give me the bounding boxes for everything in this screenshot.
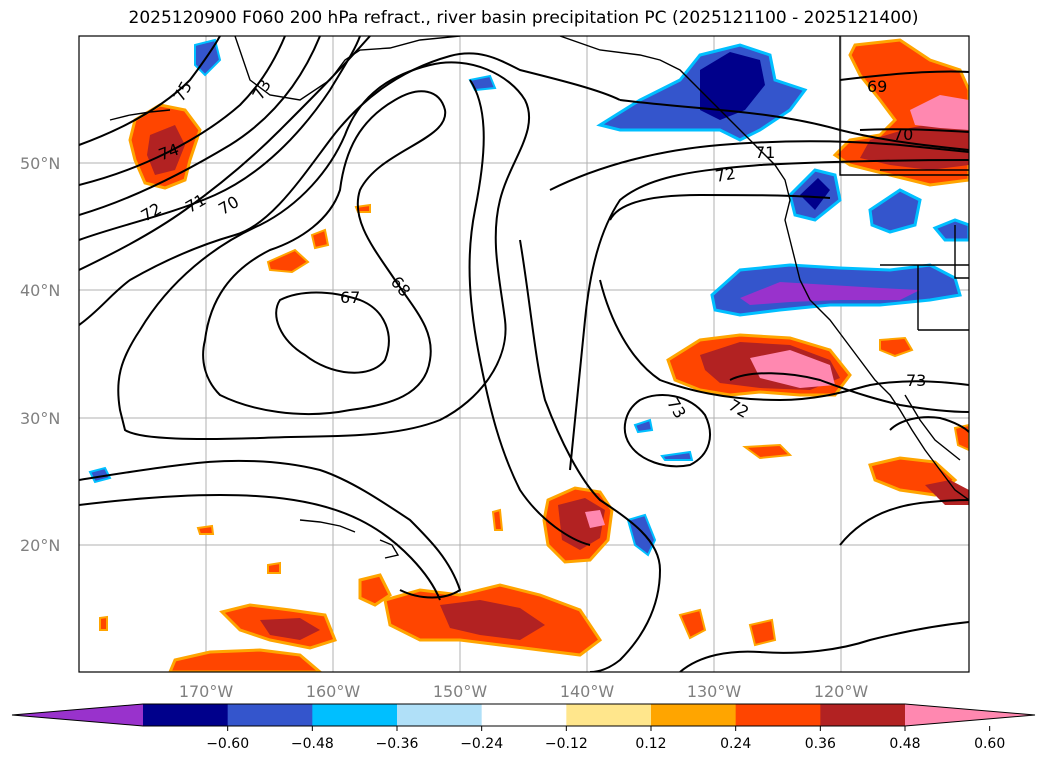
map-title: 2025120900 F060 200 hPa refract., river … xyxy=(128,8,919,28)
contour-label: 73 xyxy=(906,371,926,390)
colorbar-segment xyxy=(735,704,821,726)
colorbar-tick-label: 0.36 xyxy=(805,736,836,752)
colorbar-outline xyxy=(11,703,1036,727)
colorbar-tick-label: −0.60 xyxy=(206,736,249,752)
contour-label: 75 xyxy=(169,78,196,105)
lat-label: 50°N xyxy=(20,154,60,173)
colorbar-tick-label: 0.60 xyxy=(974,736,1005,752)
colorbar-tick-label: −0.24 xyxy=(460,736,503,752)
colorbar-segment xyxy=(312,704,398,726)
longitude-labels: 170°W 160°W 150°W 140°W 130°W 120°W xyxy=(179,682,869,701)
lon-label: 120°W xyxy=(814,682,869,701)
colorbar-extension-low xyxy=(12,704,143,726)
colorbar-segment xyxy=(227,704,313,726)
colorbar-tick-label: −0.36 xyxy=(376,736,419,752)
contour-label: 69 xyxy=(867,77,887,96)
lat-label: 20°N xyxy=(20,536,60,555)
positive-precip-areas xyxy=(99,38,969,672)
lon-label: 130°W xyxy=(687,682,742,701)
contour-label: 72 xyxy=(138,199,165,226)
contour-label: 70 xyxy=(893,125,913,144)
lat-label: 30°N xyxy=(20,409,60,428)
colorbar-segment xyxy=(143,704,229,726)
contour-label: 72 xyxy=(714,164,737,186)
contour-label: 71 xyxy=(755,143,775,162)
map-plot-area xyxy=(79,36,969,672)
contour-label: 70 xyxy=(215,192,242,219)
gridlines xyxy=(79,36,969,672)
contour-label: 73 xyxy=(248,76,275,103)
colorbar-tick-label: −0.12 xyxy=(545,736,588,752)
colorbar-segment xyxy=(651,704,737,726)
latitude-labels: 50°N 40°N 30°N 20°N xyxy=(20,154,60,555)
map-frame xyxy=(78,35,970,673)
lon-label: 160°W xyxy=(306,682,361,701)
contour-label: 67 xyxy=(340,288,360,307)
colorbar-segment xyxy=(481,704,567,726)
colorbar-extension-high xyxy=(905,704,1035,726)
lat-label: 40°N xyxy=(20,281,60,300)
colorbar-tick-label: 0.12 xyxy=(635,736,666,752)
colorbar-segment xyxy=(397,704,483,726)
colorbar-tick-label: −0.48 xyxy=(291,736,334,752)
lon-label: 140°W xyxy=(560,682,615,701)
colorbar-segment xyxy=(566,704,652,726)
refractivity-contours xyxy=(79,36,969,672)
colorbar-tick-label: 0.24 xyxy=(720,736,751,752)
lon-label: 170°W xyxy=(179,682,234,701)
colorbar-tick-label: 0.48 xyxy=(889,736,920,752)
colorbar-segment xyxy=(820,704,906,726)
colorbar: −0.60 −0.48 −0.36 −0.24 −0.12 0.12 0.24 0.36 0.4… xyxy=(11,703,1036,752)
negative-precip-areas xyxy=(88,38,969,557)
lon-label: 150°W xyxy=(433,682,488,701)
contour-label: 68 xyxy=(387,273,415,301)
